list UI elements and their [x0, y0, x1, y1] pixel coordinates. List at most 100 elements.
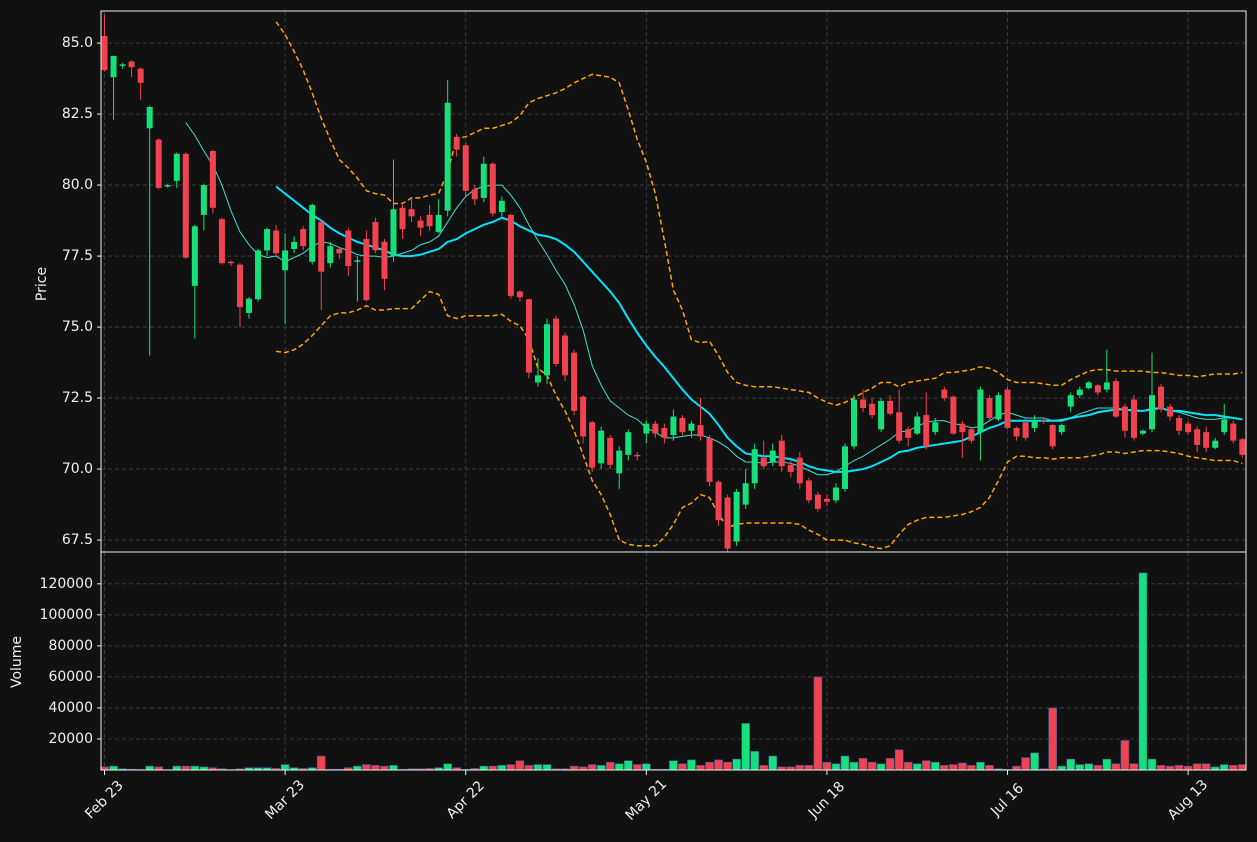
candle-body	[1067, 395, 1074, 407]
y-tick-label: 100000	[40, 607, 93, 623]
candle-body	[363, 239, 370, 301]
volume-bar	[876, 763, 886, 771]
volume-bar	[840, 755, 850, 771]
candle-body	[760, 457, 767, 467]
candle-body	[1139, 430, 1146, 434]
volume-bar	[443, 763, 452, 771]
candle-body	[580, 396, 587, 437]
candle-body	[625, 432, 632, 455]
candle-body	[417, 220, 424, 228]
volume-bar	[1165, 765, 1175, 771]
candle-body	[498, 200, 505, 213]
candle-body	[300, 229, 307, 247]
candle-body	[1130, 399, 1137, 438]
candle-body	[616, 450, 623, 474]
volume-bar	[949, 764, 958, 771]
volume-bar	[181, 765, 191, 771]
volume-bar	[750, 751, 759, 771]
candle-body	[182, 153, 189, 258]
candle-body	[959, 423, 966, 433]
candle-body	[598, 430, 605, 464]
candle-body	[607, 437, 614, 465]
candle-body	[562, 335, 569, 376]
candle-body	[1031, 420, 1038, 428]
candle-body	[932, 422, 939, 433]
volume-bar	[759, 765, 769, 771]
candle-body	[823, 498, 830, 502]
candle-body	[778, 440, 785, 467]
candle-body	[119, 64, 126, 66]
y-tick-label: 82.5	[62, 106, 93, 122]
volume-bar	[1201, 763, 1211, 771]
volume-bar	[316, 755, 326, 771]
candle-body	[227, 261, 234, 264]
axes-frame	[100, 551, 1247, 771]
candle-body	[200, 185, 207, 215]
volume-bar	[380, 765, 389, 771]
volume-bar	[1174, 765, 1184, 771]
y-axis-label: Price	[34, 267, 50, 301]
volume-bar	[1156, 765, 1166, 771]
candle-body	[462, 145, 469, 191]
candle-body	[444, 102, 451, 211]
volume-bar	[1192, 763, 1202, 771]
candle-body	[805, 480, 812, 501]
candle-body	[489, 163, 496, 214]
candle-body	[543, 324, 550, 376]
y-tick-label: 77.5	[62, 248, 93, 264]
candle-body	[679, 417, 686, 433]
volume-bar	[1129, 763, 1139, 771]
volume-bar	[768, 755, 778, 771]
candle-body	[652, 423, 659, 434]
y-axis-label: Volume	[9, 636, 25, 688]
candle-body	[273, 230, 280, 254]
volume-bar	[714, 759, 723, 771]
candle-body	[1022, 422, 1029, 438]
candle-body	[1230, 423, 1237, 441]
candle-body	[507, 214, 514, 296]
candle-body	[164, 185, 171, 187]
candle-body	[381, 241, 388, 279]
candle-body	[255, 250, 262, 300]
volume-bar	[849, 761, 859, 771]
candle-body	[670, 416, 677, 435]
candle-body	[480, 163, 487, 198]
candle-body	[733, 491, 740, 542]
candle-body	[399, 207, 406, 230]
candle-body	[354, 260, 361, 262]
volume-bar	[1057, 765, 1067, 771]
candle-body	[1203, 432, 1210, 448]
volume-bar	[1012, 765, 1021, 771]
candle-body	[571, 352, 578, 411]
candle-body	[471, 189, 478, 200]
y-tick-label: 67.5	[62, 532, 93, 548]
volume-bar	[858, 758, 868, 771]
volume-bar	[172, 765, 182, 771]
candle-body	[796, 457, 803, 484]
volume-bar	[280, 764, 290, 771]
volume-bar	[894, 749, 904, 771]
volume-bar	[678, 763, 687, 771]
volume-bar	[1066, 758, 1076, 771]
volume-bar	[741, 723, 750, 771]
candle-body	[986, 398, 993, 418]
volume-bar	[976, 761, 985, 771]
volume-bar	[822, 761, 832, 771]
candle-body	[941, 389, 948, 399]
volume-bar	[831, 763, 841, 771]
candle-body	[1103, 382, 1110, 390]
candle-body	[851, 399, 858, 447]
candle-body	[1239, 439, 1246, 455]
candle-body	[1076, 389, 1083, 396]
candle-body	[1121, 406, 1128, 431]
candle-body	[995, 395, 1002, 420]
price-plot	[101, 14, 1246, 552]
candle-body	[209, 151, 216, 208]
volume-bar	[732, 758, 741, 771]
volume-bar	[145, 765, 154, 771]
candle-body	[191, 226, 198, 286]
candle-body	[968, 429, 975, 441]
y-tick-label: 75.0	[62, 319, 93, 335]
candle-body	[1194, 429, 1201, 445]
candle-body	[742, 483, 749, 505]
